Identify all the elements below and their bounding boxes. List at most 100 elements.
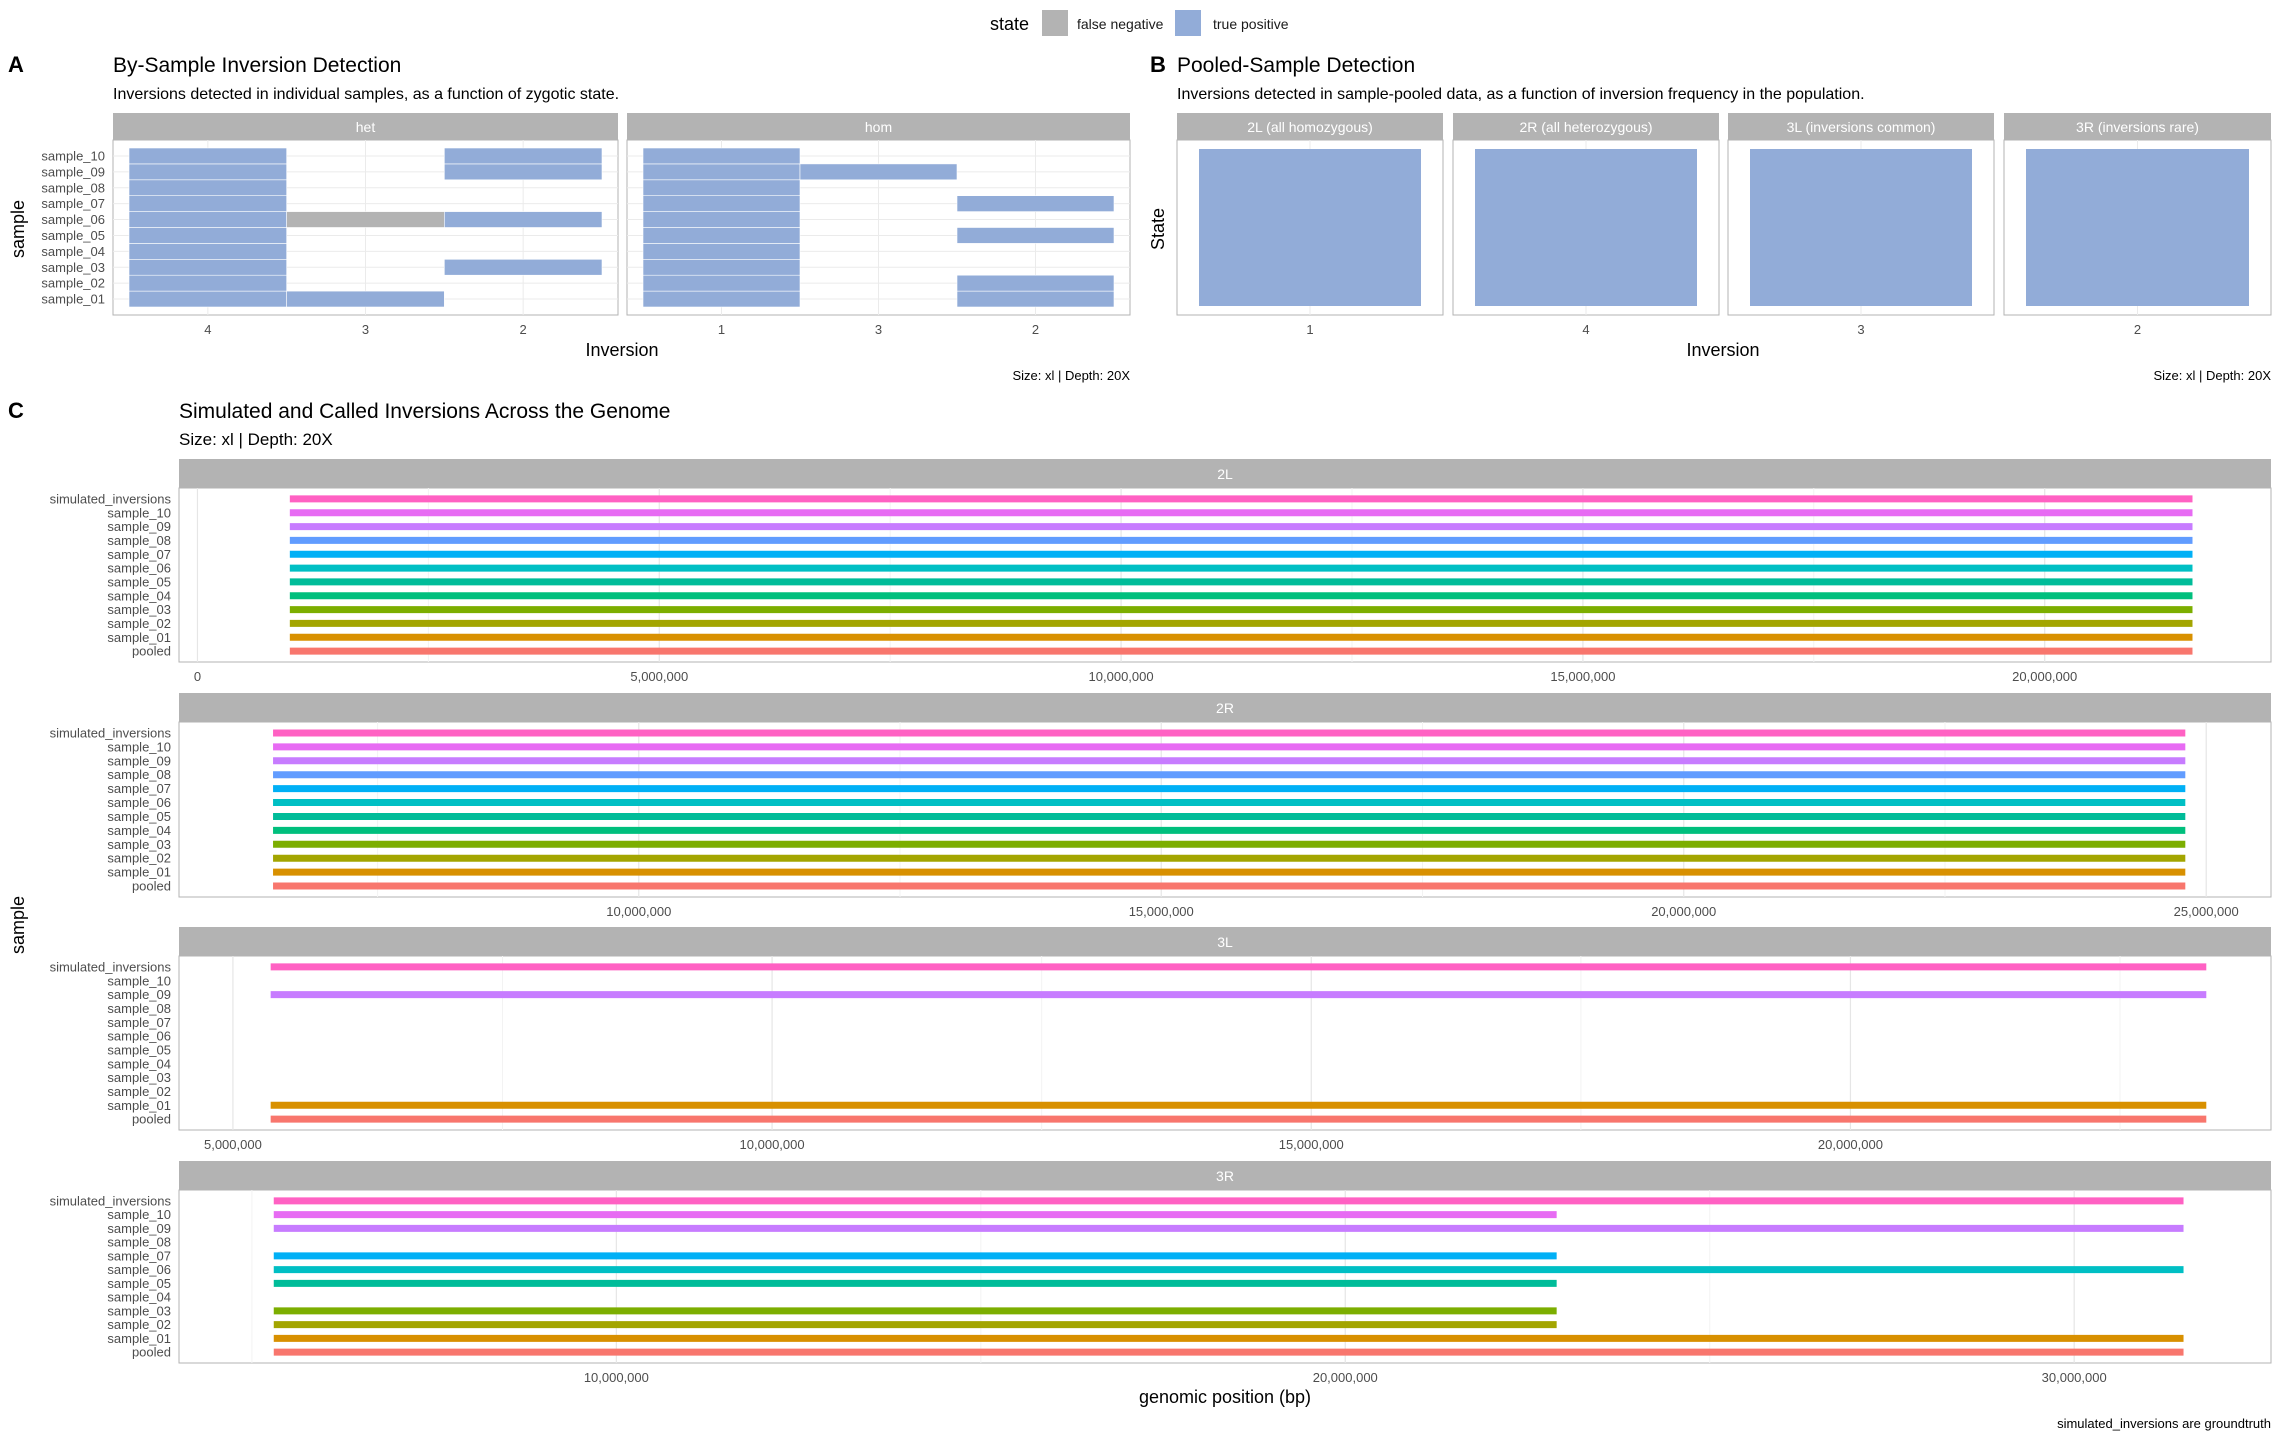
panel-c-y-tick-2r-sample-07: sample_07 bbox=[107, 781, 171, 796]
panel-a-cell-hom-inv2-sample-05 bbox=[956, 227, 1115, 244]
panel-c-y-tick-3l-sample-03: sample_03 bbox=[107, 1070, 171, 1085]
panel-b-tile-2r-all-heterozygous bbox=[1475, 149, 1697, 306]
panel-c-strip-2l bbox=[179, 459, 2271, 488]
panel-a-plot: sample_01sample_02sample_03sample_04samp… bbox=[41, 113, 1131, 337]
panel-a-cell-het-inv4-sample-06 bbox=[128, 211, 287, 228]
panel-c-y-tick-2l-sample-08: sample_08 bbox=[107, 533, 171, 548]
panel-c-y-tick-2r-sample-01: sample_01 bbox=[107, 865, 171, 880]
panel-c-caption: simulated_inversions are groundtruth bbox=[2057, 1416, 2271, 1431]
panel-a-cell-het-inv4-sample-04 bbox=[128, 243, 287, 260]
panel-c-y-tick-3r-sample-02: sample_02 bbox=[107, 1317, 171, 1332]
panel-a-y-tick-sample-05: sample_05 bbox=[41, 228, 105, 243]
panel-a-caption: Size: xl | Depth: 20X bbox=[1012, 368, 1130, 383]
panel-c-y-tick-3r-sample-05: sample_05 bbox=[107, 1276, 171, 1291]
panel-a-cell-hom-inv1-sample-05 bbox=[642, 227, 801, 244]
panel-c-y-tick-2l-pooled: pooled bbox=[132, 644, 171, 659]
panel-c-y-tick-3l-sample-06: sample_06 bbox=[107, 1029, 171, 1044]
panel-c-y-tick-2l-sample-07: sample_07 bbox=[107, 547, 171, 562]
panel-c-y-tick-2l-sample-02: sample_02 bbox=[107, 616, 171, 631]
panel-c-subtitle: Size: xl | Depth: 20X bbox=[179, 430, 333, 449]
panel-b-ylabel: State bbox=[1148, 208, 1168, 250]
panel-a-cell-hom-inv3-sample-09 bbox=[799, 163, 958, 181]
legend-key-false-negative bbox=[1042, 10, 1068, 36]
panel-b-strip-label-2r-all-heterozygous: 2R (all heterozygous) bbox=[1519, 119, 1652, 135]
panel-c-y-tick-3r-sample-01: sample_01 bbox=[107, 1331, 171, 1346]
panel-c-x-tick-2l: 20,000,000 bbox=[2012, 669, 2077, 684]
panel-c-ylabel: sample bbox=[8, 896, 28, 954]
panel-b-subtitle: Inversions detected in sample-pooled dat… bbox=[1177, 86, 1865, 103]
panel-b-tile-3r-inversions-rare bbox=[2026, 149, 2249, 306]
panel-c-x-tick-2l: 5,000,000 bbox=[630, 669, 688, 684]
panel-c-strip-label-3l: 3L bbox=[1217, 934, 1233, 950]
panel-b-tile-3l-inversions-common bbox=[1750, 149, 1972, 306]
panel-c-y-tick-2l-sample-09: sample_09 bbox=[107, 519, 171, 534]
panel-b-strip-label-2l-all-homozygous: 2L (all homozygous) bbox=[1247, 119, 1373, 135]
panel-a-title: By-Sample Inversion Detection bbox=[113, 54, 401, 77]
panel-a-cell-hom-inv1-sample-03 bbox=[642, 258, 801, 276]
panel-c-x-tick-2r: 25,000,000 bbox=[2174, 904, 2239, 919]
panel-a-strip-hom bbox=[627, 113, 1130, 140]
panel-c-strip-3r bbox=[179, 1161, 2271, 1190]
panel-c-x-tick-3l: 15,000,000 bbox=[1279, 1137, 1344, 1152]
panel-a-y-tick-sample-06: sample_06 bbox=[41, 212, 105, 227]
panel-a-cell-hom-inv1-sample-08 bbox=[642, 179, 801, 197]
legend-title: state bbox=[990, 14, 1029, 34]
panel-c-y-tick-2r-sample-04: sample_04 bbox=[107, 823, 171, 838]
panel-a-y-tick-sample-09: sample_09 bbox=[41, 164, 105, 179]
panel-b-strip-2l-all-homozygous bbox=[1177, 113, 1443, 140]
panel-a-cell-hom-inv2-sample-07 bbox=[956, 195, 1115, 212]
panel-c-y-tick-3l-sample-02: sample_02 bbox=[107, 1084, 171, 1099]
panel-b-tile-2l-all-homozygous bbox=[1199, 149, 1421, 306]
panel-a-header: A By-Sample Inversion Detection Inversio… bbox=[8, 52, 619, 103]
panel-a-subtitle: Inversions detected in individual sample… bbox=[113, 86, 619, 103]
panel-a-cell-hom-inv1-sample-06 bbox=[642, 211, 801, 228]
legend-label-false-negative: false negative bbox=[1077, 16, 1164, 32]
panel-a-x-tick-hom-1: 1 bbox=[718, 322, 725, 337]
panel-c-strip-label-2l: 2L bbox=[1217, 466, 1233, 482]
panel-c-plot: 2Lpooledsample_01sample_02sample_03sampl… bbox=[50, 459, 2272, 1385]
panel-a-cell-hom-inv1-sample-01 bbox=[642, 290, 801, 308]
panel-a-cell-het-inv4-sample-08 bbox=[128, 179, 287, 197]
panel-a-letter: A bbox=[8, 52, 24, 77]
panel-b-strip-label-3r-inversions-rare: 3R (inversions rare) bbox=[2076, 119, 2199, 135]
panel-c-y-tick-3r-pooled: pooled bbox=[132, 1345, 171, 1360]
panel-b-letter: B bbox=[1150, 52, 1166, 77]
panel-c-y-tick-2l-sample-10: sample_10 bbox=[107, 505, 171, 520]
panel-a-cell-hom-inv1-sample-04 bbox=[642, 243, 801, 260]
panel-a-cell-het-inv4-sample-07 bbox=[128, 195, 287, 212]
panel-c-y-tick-2r-sample-09: sample_09 bbox=[107, 753, 171, 768]
panel-c-strip-label-3r: 3R bbox=[1216, 1168, 1234, 1184]
panel-a-cell-het-inv4-sample-10 bbox=[128, 147, 287, 165]
panel-c-header: C Simulated and Called Inversions Across… bbox=[8, 398, 670, 449]
panel-c-title: Simulated and Called Inversions Across t… bbox=[179, 400, 670, 423]
panel-c-y-tick-2r-sample-10: sample_10 bbox=[107, 739, 171, 754]
panel-a-cell-hom-inv1-sample-02 bbox=[642, 274, 801, 292]
panel-c-y-tick-3l-pooled: pooled bbox=[132, 1112, 171, 1127]
panel-b-caption: Size: xl | Depth: 20X bbox=[2153, 368, 2271, 383]
panel-b-x-tick-3r-inversions-rare: 2 bbox=[2134, 322, 2141, 337]
panel-c-plot-bg-2r bbox=[178, 721, 2272, 898]
panel-c-y-tick-2l-sample-04: sample_04 bbox=[107, 588, 171, 603]
panel-c-y-tick-3r-sample-09: sample_09 bbox=[107, 1221, 171, 1236]
panel-a-x-tick-het-4: 4 bbox=[204, 322, 211, 337]
panel-c-y-tick-2r-sample-06: sample_06 bbox=[107, 795, 171, 810]
panel-c-y-tick-3r-sample-06: sample_06 bbox=[107, 1262, 171, 1277]
panel-c-y-tick-3l-sample-04: sample_04 bbox=[107, 1056, 171, 1071]
panel-b-xlabel: Inversion bbox=[1686, 340, 1759, 360]
panel-a-cell-het-inv3-sample-01 bbox=[286, 290, 445, 308]
panel-c-y-tick-3l-sample-01: sample_01 bbox=[107, 1098, 171, 1113]
panel-c-x-tick-3r: 20,000,000 bbox=[1313, 1370, 1378, 1385]
panel-a-xlabel: Inversion bbox=[585, 340, 658, 360]
panel-c-x-tick-3l: 5,000,000 bbox=[204, 1137, 262, 1152]
panel-a-y-tick-sample-07: sample_07 bbox=[41, 196, 105, 211]
panel-b-strip-3r-inversions-rare bbox=[2004, 113, 2271, 140]
panel-b-strip-3l-inversions-common bbox=[1728, 113, 1994, 140]
panel-c-y-tick-3r-sample-10: sample_10 bbox=[107, 1207, 171, 1222]
panel-b-strip-label-3l-inversions-common: 3L (inversions common) bbox=[1787, 119, 1936, 135]
panel-a-y-tick-sample-08: sample_08 bbox=[41, 180, 105, 195]
panel-c-y-tick-3l-sample-08: sample_08 bbox=[107, 1001, 171, 1016]
panel-b-x-tick-2r-all-heterozygous: 4 bbox=[1582, 322, 1589, 337]
panel-c-y-tick-2l-sample-05: sample_05 bbox=[107, 574, 171, 589]
